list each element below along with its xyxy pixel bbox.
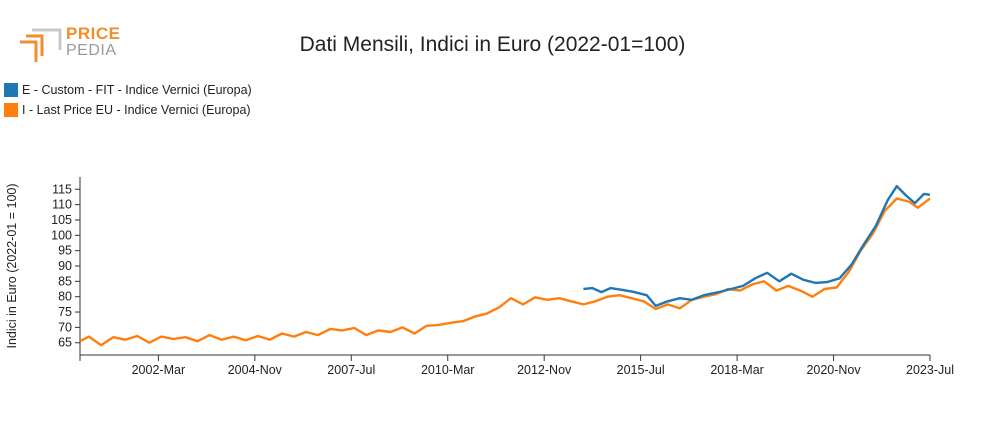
logo-mark-icon bbox=[20, 28, 62, 62]
y-tick-label: 70 bbox=[58, 320, 72, 334]
legend-item-series-1[interactable]: E - Custom - FIT - Indice Vernici (Europ… bbox=[4, 80, 252, 100]
legend-label-series-1: E - Custom - FIT - Indice Vernici (Europ… bbox=[22, 83, 252, 97]
x-tick-label: 2023-Jul bbox=[906, 363, 954, 377]
x-tick-label: 2015-Jul bbox=[617, 363, 665, 377]
legend-swatch-series-2 bbox=[4, 103, 18, 117]
y-tick-label: 65 bbox=[58, 336, 72, 350]
y-tick-label: 75 bbox=[58, 305, 72, 319]
y-tick-label: 90 bbox=[58, 259, 72, 273]
y-tick-label: 95 bbox=[58, 244, 72, 258]
y-tick-label: 115 bbox=[52, 182, 72, 196]
x-tick-label: 2007-Jul bbox=[327, 363, 375, 377]
logo-text-pedia: PEDIA bbox=[66, 42, 117, 59]
x-tick-label: 2004-Nov bbox=[228, 363, 283, 377]
pricepedia-logo: PRICE PEDIA bbox=[18, 22, 128, 64]
y-tick-label: 80 bbox=[58, 290, 72, 304]
x-tick-label: 2010-Mar bbox=[421, 363, 475, 377]
y-tick-label: 85 bbox=[58, 274, 72, 288]
x-tick-label: 2018-Mar bbox=[710, 363, 764, 377]
x-axis: 2002-Mar 2004-Nov 2007-Jul 2010-Mar 2012-Nov… bbox=[79, 354, 954, 377]
y-tick-label: 100 bbox=[51, 228, 72, 242]
legend-item-series-2[interactable]: I - Last Price EU - Indice Vernici (Euro… bbox=[4, 100, 252, 120]
y-tick-label: 105 bbox=[51, 213, 72, 227]
series-line-1[interactable] bbox=[583, 185, 931, 308]
chart-title: Dati Mensili, Indici in Euro (2022-01=10… bbox=[299, 33, 686, 56]
y-tick-label: 110 bbox=[52, 198, 72, 212]
legend-label-series-2: I - Last Price EU - Indice Vernici (Euro… bbox=[22, 103, 251, 117]
legend-swatch-series-1 bbox=[4, 83, 18, 97]
x-tick-label: 2002-Mar bbox=[132, 363, 186, 377]
series-layer bbox=[79, 185, 931, 347]
series-line-2[interactable] bbox=[79, 197, 931, 347]
chart-legend: E - Custom - FIT - Indice Vernici (Europ… bbox=[4, 80, 252, 120]
logo-text-price: PRICE bbox=[66, 24, 121, 43]
x-tick-label: 2012-Nov bbox=[517, 363, 572, 377]
y-axis-title: Indici in Euro (2022-01 = 100) bbox=[5, 183, 19, 348]
x-tick-label: 2020-Nov bbox=[806, 363, 861, 377]
